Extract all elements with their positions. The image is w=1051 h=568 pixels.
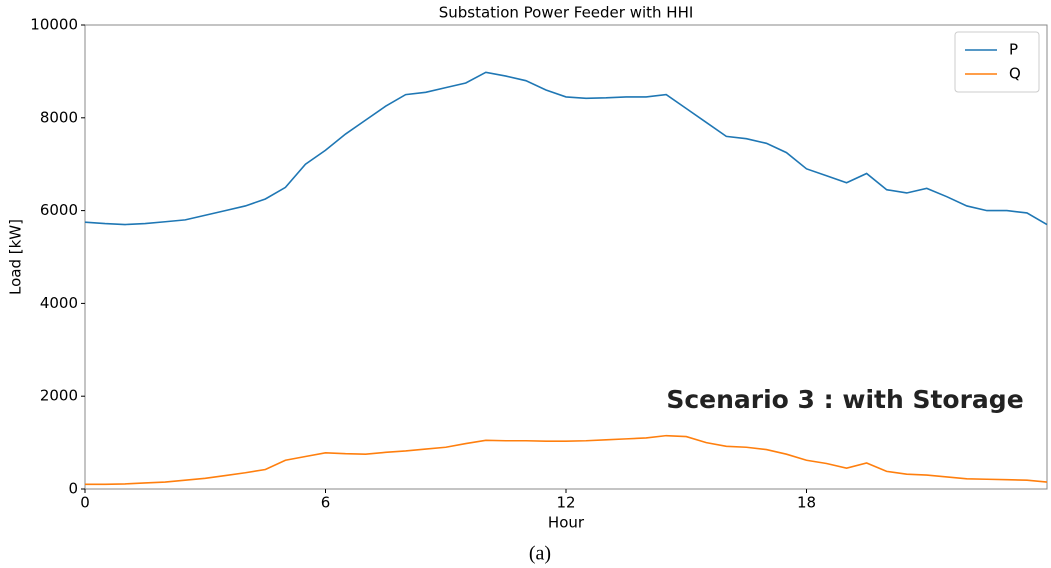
series-line: [84, 71, 1048, 226]
plot-frame: [84, 24, 1048, 490]
x-tick-label: 12: [556, 494, 575, 512]
y-tick-label: 8000: [40, 108, 78, 126]
y-tick-label: 10000: [30, 16, 78, 34]
annotation: Scenario 3 : with Storage: [666, 385, 1023, 414]
legend-label: Q: [1009, 65, 1021, 83]
y-tick-label: 2000: [40, 387, 78, 405]
x-tick-label: 6: [321, 494, 331, 512]
chart-title: Substation Power Feeder with HHI: [439, 4, 694, 22]
x-axis-label: Hour: [548, 514, 585, 532]
caption: (a): [529, 543, 551, 565]
y-tick-label: 6000: [40, 201, 78, 219]
legend-label: P: [1009, 41, 1018, 59]
legend-box: [954, 31, 1040, 93]
y-axis-label: Load [kW]: [7, 219, 25, 295]
y-tick-label: 0: [68, 480, 78, 498]
x-tick-label: 18: [797, 494, 816, 512]
y-tick-label: 4000: [40, 294, 78, 312]
x-tick-label: 0: [80, 494, 90, 512]
series-line: [85, 434, 1048, 486]
